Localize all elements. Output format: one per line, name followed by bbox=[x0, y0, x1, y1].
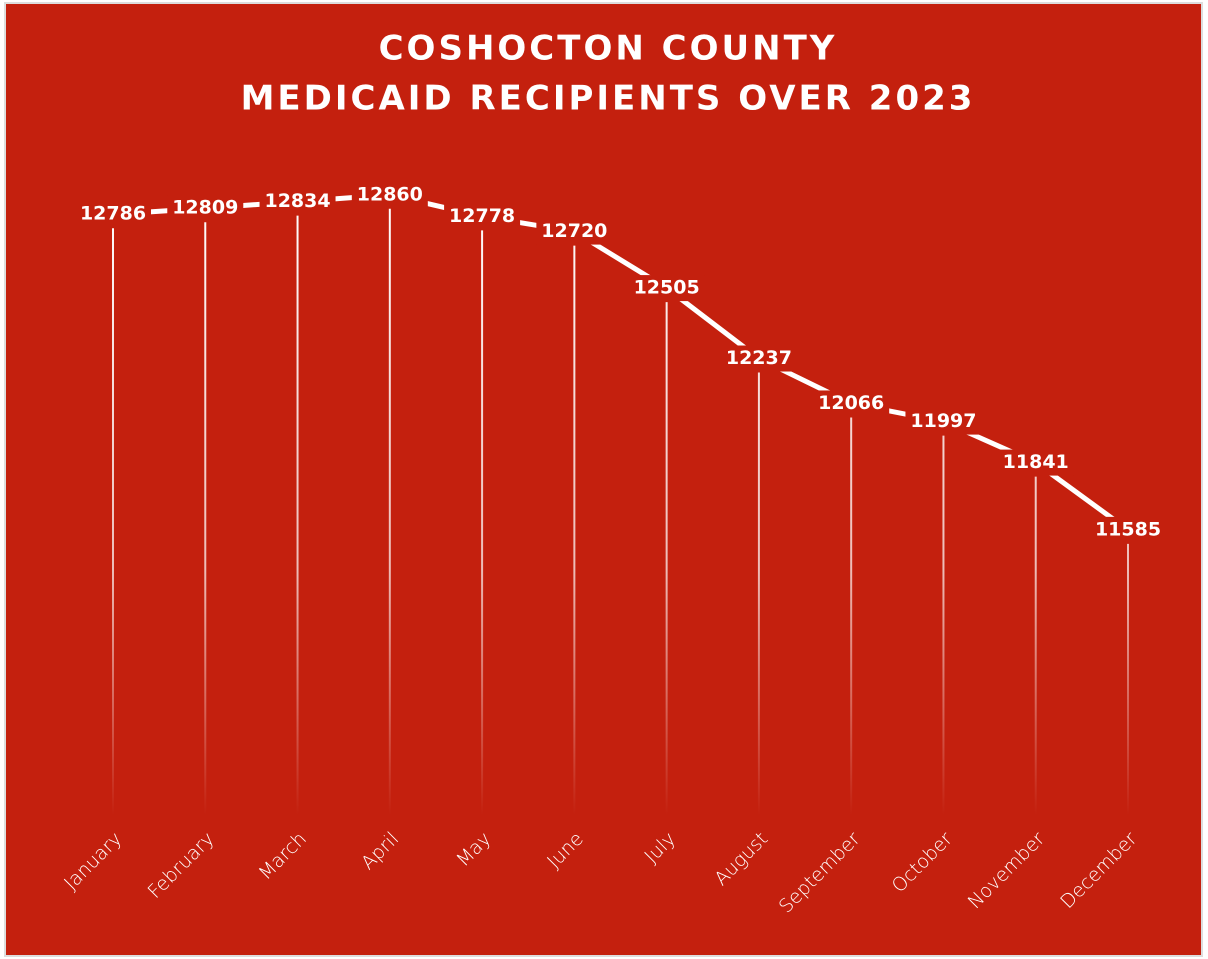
data-label: 12066 bbox=[818, 392, 884, 414]
data-label: 11997 bbox=[910, 410, 976, 432]
data-label: 12505 bbox=[634, 277, 700, 299]
label-background bbox=[905, 408, 982, 435]
chart-title: COSHOCTON COUNTY bbox=[379, 29, 838, 69]
label-background bbox=[1090, 516, 1166, 543]
background bbox=[4, 2, 1203, 957]
label-background bbox=[444, 203, 521, 230]
data-label: 12834 bbox=[264, 190, 330, 212]
label-background bbox=[351, 181, 428, 208]
data-label: 12778 bbox=[449, 205, 515, 227]
label-background bbox=[167, 195, 244, 222]
label-background bbox=[536, 218, 613, 245]
label-background bbox=[628, 275, 705, 302]
label-background bbox=[720, 345, 797, 372]
data-label: 11841 bbox=[1003, 451, 1069, 473]
data-label: 11585 bbox=[1095, 518, 1161, 540]
data-label: 12860 bbox=[357, 183, 423, 205]
data-label: 12720 bbox=[541, 220, 607, 242]
label-background bbox=[813, 390, 890, 417]
label-background bbox=[997, 449, 1074, 476]
data-label: 12809 bbox=[172, 197, 238, 219]
label-background bbox=[75, 201, 151, 228]
data-label: 12786 bbox=[80, 203, 146, 225]
label-background bbox=[259, 188, 336, 215]
chart-title: MEDICAID RECIPIENTS OVER 2023 bbox=[241, 79, 976, 119]
data-label: 12237 bbox=[726, 347, 792, 369]
